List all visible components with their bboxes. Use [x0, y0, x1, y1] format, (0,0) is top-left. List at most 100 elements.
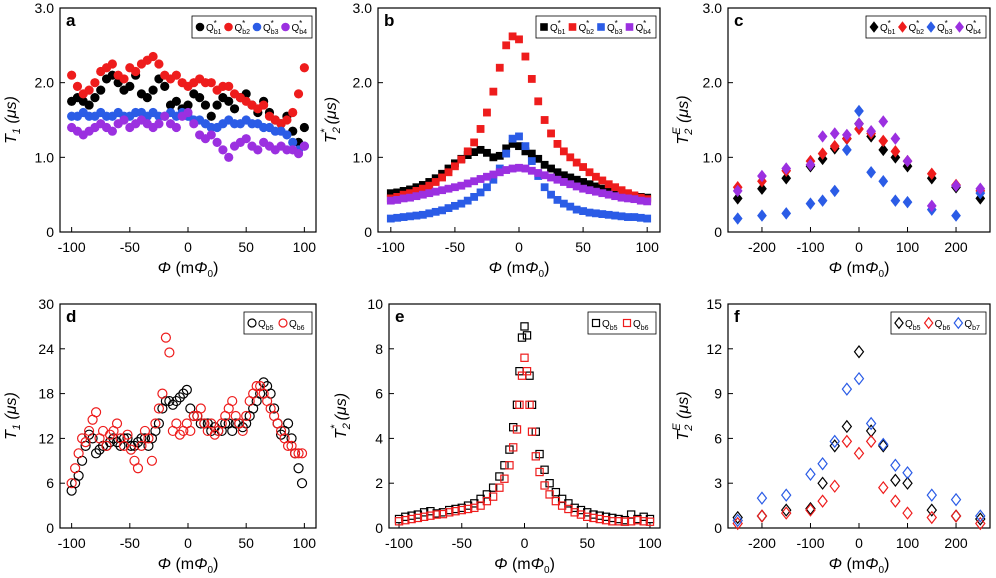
data-point [129, 440, 140, 451]
data-point [522, 367, 532, 376]
data-point [829, 434, 840, 449]
x-tick-label: -50 [120, 535, 140, 551]
y-tick-label: 18 [38, 386, 54, 402]
series-qb5 [394, 322, 655, 525]
legend-marker [622, 318, 632, 328]
data-point [576, 505, 586, 515]
data-point [517, 371, 527, 380]
x-label-unit-sub: 0 [879, 565, 885, 576]
data-point [224, 152, 234, 162]
data-point [148, 51, 158, 62]
y-tick-label: 2 [375, 475, 383, 491]
x-label-unit: (m [171, 260, 194, 277]
legend-sub: b4 [973, 29, 981, 36]
x-label-unit-sub: 0 [544, 565, 550, 576]
data-point [781, 172, 792, 185]
data-point [146, 455, 158, 466]
y-label-symbol: T [675, 134, 692, 145]
data-point [559, 147, 568, 156]
data-point [224, 81, 234, 91]
data-point [206, 425, 217, 437]
data-point [570, 508, 579, 517]
y-axis-label: T2* (μs) [329, 393, 353, 439]
legend-sup: * [558, 19, 561, 28]
legend-sup: * [299, 19, 302, 28]
data-point [540, 465, 549, 474]
data-point [157, 388, 168, 399]
data-point [90, 78, 100, 88]
y-label-sub: 2 [683, 425, 695, 432]
data-point [241, 134, 251, 144]
data-point [890, 145, 901, 158]
series-qb6 [66, 332, 308, 489]
data-point [950, 509, 962, 523]
data-point [817, 130, 828, 143]
data-point [178, 388, 189, 399]
legend-sub: b3 [945, 29, 953, 36]
data-point [470, 499, 479, 508]
data-point [457, 155, 466, 164]
data-point [153, 418, 165, 429]
y-label-sup: * [329, 424, 341, 429]
y-tick-label: 1.0 [35, 149, 55, 165]
data-point [289, 448, 301, 459]
data-point [527, 400, 537, 410]
data-point [171, 96, 181, 106]
y-tick-label: 12 [38, 430, 54, 446]
data-point [293, 149, 304, 159]
legend-name: Q [206, 23, 214, 34]
data-point [500, 474, 509, 483]
data-point [732, 184, 743, 198]
x-axis-label: Φ (mΦ0) [494, 556, 555, 576]
legend-marker [281, 22, 290, 32]
data-point [108, 433, 119, 444]
legend-box [535, 15, 657, 39]
data-point [470, 503, 479, 513]
data-point [77, 433, 88, 444]
x-label-symbol: Φ [829, 260, 842, 277]
data-point [890, 473, 901, 487]
x-tick-label: 100 [896, 239, 920, 255]
data-point [975, 182, 986, 195]
y-axis-label: T2* (μs) [319, 97, 343, 143]
y-label-unit: (μs) [3, 96, 20, 128]
data-point [104, 437, 116, 448]
data-point [90, 92, 100, 103]
data-point [951, 179, 961, 192]
data-point [122, 429, 133, 440]
x-tick-label: -100 [385, 535, 413, 551]
x-axis-label: Φ (mΦ0) [158, 556, 219, 576]
data-point [564, 499, 573, 508]
x-tick-label: -200 [748, 535, 776, 551]
data-point [781, 207, 792, 220]
data-point [842, 143, 852, 157]
data-point [902, 466, 913, 480]
data-point [282, 115, 292, 125]
legend-label: Qb4* [636, 19, 652, 36]
data-point [805, 158, 816, 172]
legend-label: Qb6 [935, 319, 951, 332]
legend-name: Q [964, 319, 972, 330]
data-point [614, 517, 623, 526]
data-point [90, 407, 102, 418]
data-point [902, 476, 913, 490]
data-point [805, 503, 816, 517]
legend-sub: b1 [888, 29, 896, 36]
data-point [926, 167, 937, 180]
x-label-unit-close: ) [884, 556, 889, 573]
data-point [926, 199, 937, 213]
y-label-unit: (μs) [675, 391, 692, 423]
data-point [482, 496, 492, 506]
data-point [865, 434, 877, 449]
y-tick-label: 3.0 [703, 0, 723, 16]
y-axis-label: T2E (μs) [671, 95, 695, 144]
data-point [608, 517, 617, 526]
data-point [394, 517, 404, 526]
x-label-unit-close: ) [213, 556, 218, 573]
data-point [841, 382, 853, 396]
x-label-unit-close: ) [884, 260, 889, 277]
x-tick-label: 100 [293, 535, 317, 551]
data-point [470, 193, 479, 201]
data-point [756, 509, 768, 523]
